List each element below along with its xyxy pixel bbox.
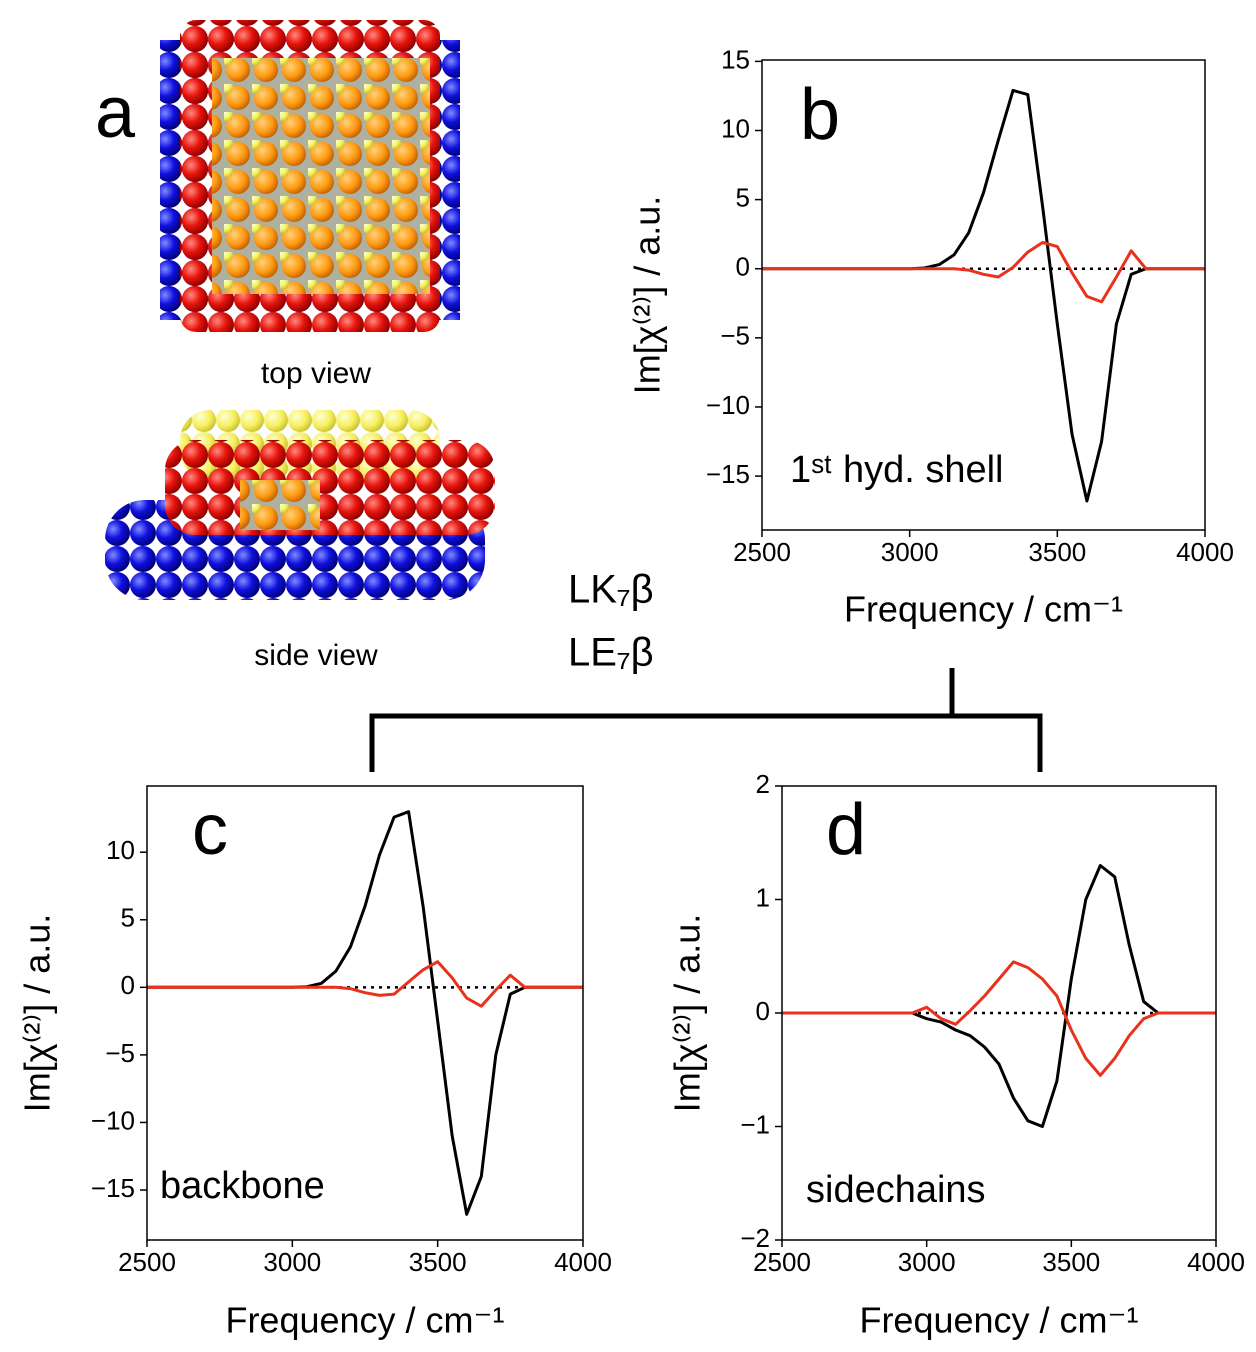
panel-label: a (95, 73, 136, 153)
y-tick-label: 10 (106, 835, 135, 865)
y-tick-label: −10 (91, 1105, 135, 1135)
annotation: sidechains (806, 1169, 986, 1211)
y-tick-label: 5 (736, 182, 750, 212)
y-tick-label: 1 (756, 882, 770, 912)
annotation: backbone (160, 1165, 325, 1207)
legend-label: LE₇β (568, 631, 654, 675)
x-tick-label: 2500 (733, 537, 791, 567)
series-line (782, 962, 1216, 1076)
y-tick-label: −2 (740, 1223, 770, 1253)
caption: side view (254, 639, 378, 672)
caption: top view (261, 357, 371, 390)
y-tick-label: 10 (721, 113, 750, 143)
x-axis-label: Frequency / cm⁻¹ (225, 1300, 504, 1341)
y-tick-label: −5 (720, 321, 750, 351)
side-view-image (105, 410, 495, 600)
y-tick-label: −15 (91, 1173, 135, 1203)
x-tick-label: 4000 (1187, 1247, 1245, 1277)
y-tick-label: 2 (756, 769, 770, 799)
y-tick-label: 0 (736, 252, 750, 282)
y-tick-label: −1 (740, 1109, 770, 1139)
legend-label: LK₇β (568, 568, 654, 612)
annotation: 1ˢᵗ hyd. shell (790, 449, 1004, 491)
top-view-image (160, 20, 460, 332)
panel-label: b (800, 75, 840, 155)
y-tick-label: 15 (721, 44, 750, 74)
series-line (147, 812, 583, 1215)
x-axis-label: Frequency / cm⁻¹ (844, 589, 1123, 630)
red-residues (165, 440, 495, 535)
y-axis-label: Im[χ⁽²⁾] / a.u. (667, 914, 708, 1113)
x-tick-label: 3500 (1042, 1247, 1100, 1277)
x-tick-label: 3000 (881, 537, 939, 567)
figure: a top view side view LK₇β LE₇β 250030003… (0, 0, 1256, 1347)
page: a top view side view LK₇β LE₇β 250030003… (0, 0, 1256, 1347)
x-tick-label: 3500 (409, 1247, 467, 1277)
y-axis-label: Im[χ⁽²⁾] / a.u. (17, 914, 58, 1113)
panel-label: c (192, 790, 228, 870)
y-tick-label: 0 (121, 970, 135, 1000)
series-line (782, 866, 1216, 1127)
bracket (372, 668, 1040, 772)
y-tick-label: −10 (706, 390, 750, 420)
x-tick-label: 3000 (898, 1247, 956, 1277)
x-tick-label: 3000 (263, 1247, 321, 1277)
y-tick-label: 0 (756, 996, 770, 1026)
x-tick-label: 3500 (1028, 537, 1086, 567)
x-axis-label: Frequency / cm⁻¹ (859, 1300, 1138, 1341)
x-tick-label: 2500 (118, 1247, 176, 1277)
panel-label: d (826, 790, 866, 870)
x-tick-label: 4000 (1176, 537, 1234, 567)
core-residues (240, 480, 320, 530)
series-line (147, 962, 583, 1007)
y-tick-label: 5 (121, 903, 135, 933)
x-tick-label: 4000 (554, 1247, 612, 1277)
y-axis-label: Im[χ⁽²⁾] / a.u. (627, 196, 668, 395)
y-tick-label: −5 (105, 1038, 135, 1068)
core-residues (212, 58, 430, 294)
y-tick-label: −15 (706, 459, 750, 489)
